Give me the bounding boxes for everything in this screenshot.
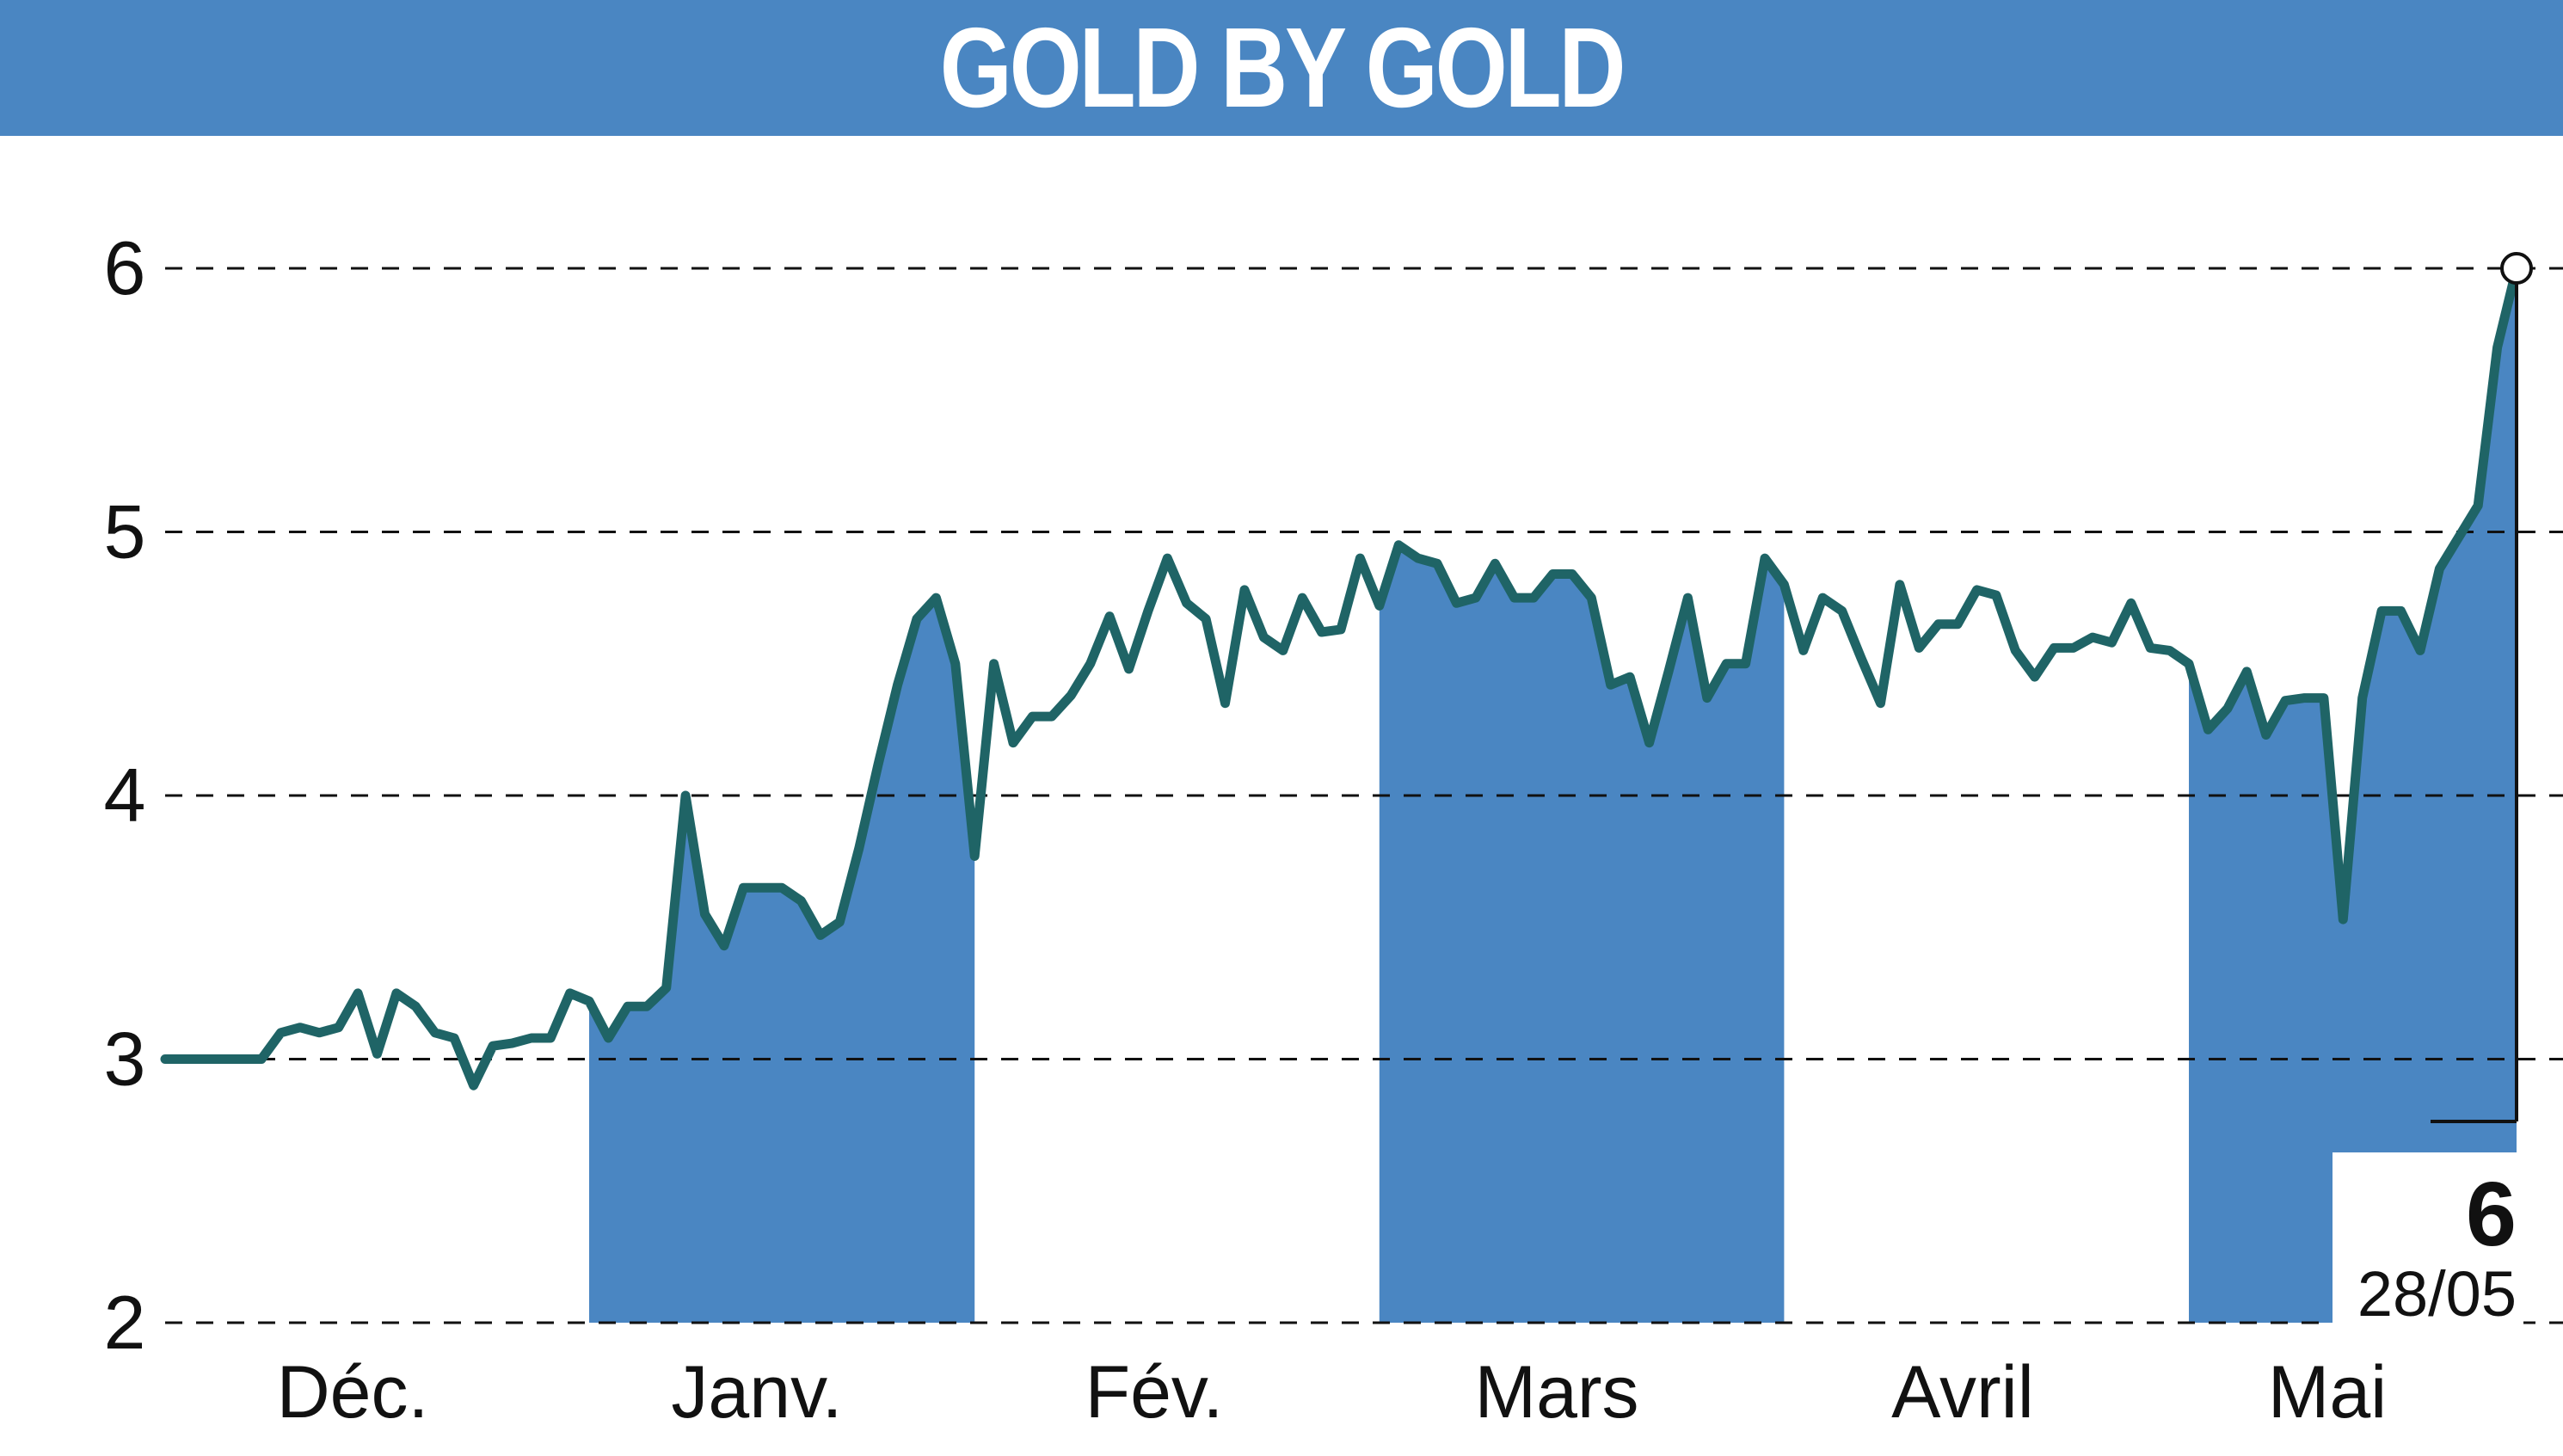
last-value: 6 (2466, 1164, 2517, 1265)
title-bar: GOLD BY GOLD (0, 0, 2563, 136)
chart-title: GOLD BY GOLD (939, 4, 1626, 131)
price-series (160, 252, 2533, 1090)
month-band-mars (1379, 544, 1785, 1323)
x-tick-label-fv: Fév. (1085, 1351, 1224, 1434)
x-axis-month-labels: Déc. Janv. Fév. Mars Avril Mai (277, 1351, 2388, 1434)
last-value-callout: 628/05 (2333, 283, 2523, 1330)
x-tick-label-dc: Déc. (277, 1351, 429, 1434)
x-tick-label-mai: Mai (2268, 1351, 2388, 1434)
grid-lines (165, 267, 2563, 1324)
last-date: 28/05 (2357, 1258, 2517, 1330)
y-tick-label-3: 3 (104, 1017, 146, 1102)
callout-box (2333, 1152, 2523, 1327)
last-point-marker (2500, 252, 2533, 285)
y-tick-label-4: 4 (104, 753, 146, 838)
y-tick-label-5: 5 (104, 489, 146, 574)
y-tick-label-2: 2 (104, 1280, 146, 1365)
y-tick-label-6: 6 (104, 225, 146, 310)
y-axis-ticks: 2 3 4 5 6 (104, 225, 146, 1365)
x-tick-label-avril: Avril (1891, 1351, 2034, 1434)
x-tick-label-janv: Janv. (671, 1351, 842, 1434)
price-line (160, 263, 2522, 1090)
x-tick-label-mars: Mars (1474, 1351, 1638, 1434)
month-band-janv (589, 598, 975, 1323)
